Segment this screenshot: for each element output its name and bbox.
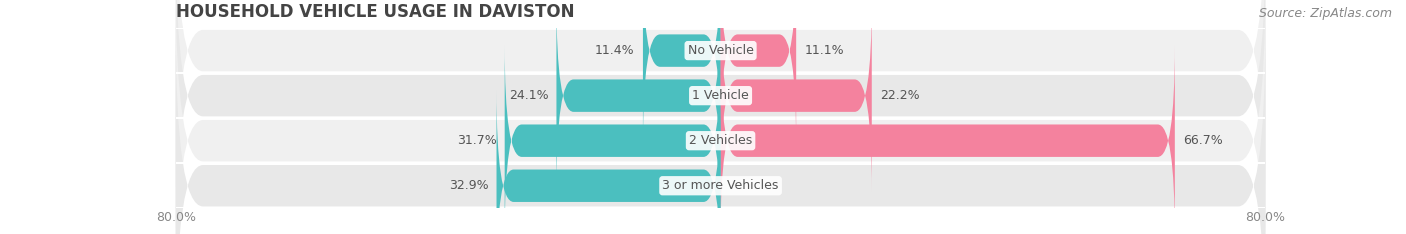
FancyBboxPatch shape <box>176 26 1265 234</box>
Text: 31.7%: 31.7% <box>457 134 496 147</box>
FancyBboxPatch shape <box>643 0 721 147</box>
FancyBboxPatch shape <box>176 0 1265 234</box>
FancyBboxPatch shape <box>505 44 721 234</box>
Text: 1 Vehicle: 1 Vehicle <box>692 89 749 102</box>
Text: 11.4%: 11.4% <box>595 44 634 57</box>
FancyBboxPatch shape <box>176 0 1265 210</box>
FancyBboxPatch shape <box>721 0 872 192</box>
Text: 22.2%: 22.2% <box>880 89 920 102</box>
Text: 24.1%: 24.1% <box>509 89 548 102</box>
FancyBboxPatch shape <box>721 0 796 147</box>
FancyBboxPatch shape <box>496 89 721 234</box>
FancyBboxPatch shape <box>557 0 721 192</box>
FancyBboxPatch shape <box>721 44 1175 234</box>
Text: 2 Vehicles: 2 Vehicles <box>689 134 752 147</box>
Text: 3 or more Vehicles: 3 or more Vehicles <box>662 179 779 192</box>
Text: Source: ZipAtlas.com: Source: ZipAtlas.com <box>1258 7 1392 20</box>
Text: No Vehicle: No Vehicle <box>688 44 754 57</box>
Text: 66.7%: 66.7% <box>1182 134 1223 147</box>
Text: HOUSEHOLD VEHICLE USAGE IN DAVISTON: HOUSEHOLD VEHICLE USAGE IN DAVISTON <box>176 3 574 21</box>
Text: 11.1%: 11.1% <box>804 44 844 57</box>
FancyBboxPatch shape <box>176 0 1265 234</box>
Text: 32.9%: 32.9% <box>449 179 488 192</box>
